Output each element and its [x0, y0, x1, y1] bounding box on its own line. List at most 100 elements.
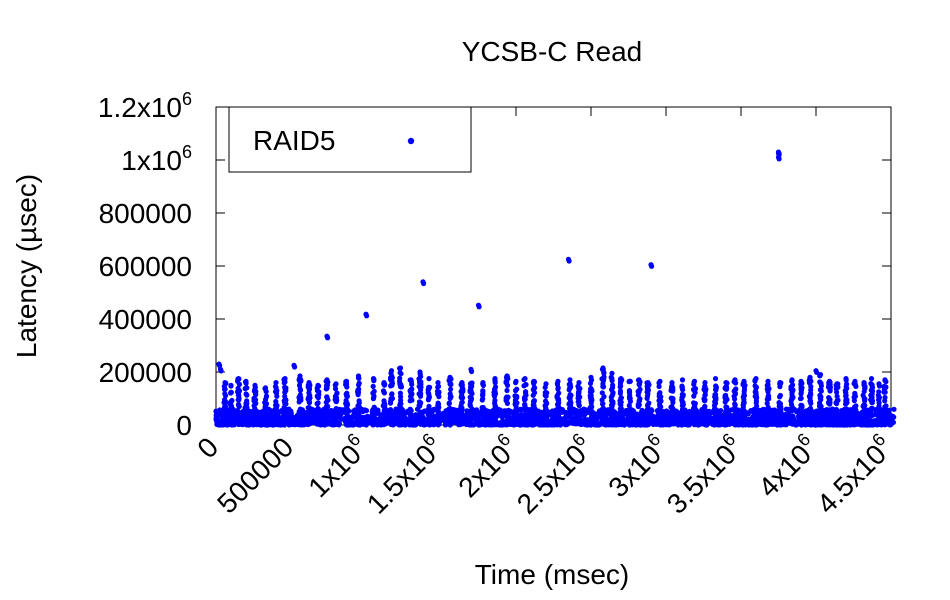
data-point [584, 422, 590, 428]
data-point [348, 414, 355, 420]
data-point [252, 387, 258, 393]
data-point [425, 387, 431, 393]
data-point [713, 394, 719, 401]
data-point [701, 396, 707, 402]
data-point [806, 393, 813, 399]
data-point [722, 393, 728, 399]
data-point [843, 376, 849, 382]
data-point [380, 416, 386, 422]
data-point [635, 401, 641, 407]
data-point [834, 411, 840, 418]
data-point [480, 421, 486, 427]
data-point [600, 365, 606, 371]
data-point [407, 406, 413, 412]
x-axis-label: Time (msec) [475, 559, 630, 590]
data-points-raid5 [213, 149, 897, 428]
data-point [454, 413, 461, 419]
data-point [523, 390, 529, 396]
data-point [263, 394, 270, 400]
data-point [252, 405, 258, 412]
data-point [577, 420, 583, 427]
data-point [272, 415, 279, 422]
data-point [435, 391, 442, 397]
data-point [416, 411, 423, 417]
data-point [539, 419, 545, 425]
data-point [523, 415, 529, 421]
data-point [599, 390, 605, 396]
data-point [882, 422, 888, 428]
data-point [409, 381, 415, 387]
data-point [842, 414, 849, 420]
y-tick-label: 800000 [99, 198, 192, 229]
data-point [760, 419, 766, 425]
data-point [649, 263, 655, 269]
data-point [675, 412, 681, 418]
data-point [752, 383, 758, 389]
data-point [712, 376, 719, 382]
data-point [555, 386, 561, 392]
data-point [446, 401, 452, 407]
data-point [856, 421, 863, 427]
data-point [754, 403, 760, 409]
data-point [555, 396, 562, 402]
data-point [298, 420, 304, 427]
data-point [397, 414, 403, 421]
x-tick-label: 2.5x106 [509, 429, 600, 520]
data-point [834, 398, 840, 404]
data-point [283, 385, 289, 391]
data-point [826, 416, 832, 422]
data-point [826, 407, 832, 413]
data-point [256, 422, 262, 428]
data-point [609, 411, 616, 417]
data-point [817, 372, 824, 378]
data-point [798, 402, 804, 408]
data-point [876, 389, 882, 395]
data-point [798, 384, 804, 390]
data-point [371, 388, 377, 394]
data-point [416, 403, 422, 409]
data-point [765, 409, 771, 415]
data-point [724, 404, 730, 410]
data-point [881, 386, 887, 392]
y-tick-label: 0 [176, 410, 192, 441]
data-point [360, 421, 366, 427]
data-point [842, 408, 849, 414]
data-point [232, 411, 238, 418]
data-point [315, 395, 321, 401]
y-axis: 0 200000 400000 600000 800000 1x106 1.2x106 [98, 89, 891, 441]
data-point [658, 412, 664, 418]
data-point [576, 403, 582, 409]
data-point [229, 397, 235, 404]
data-point [393, 406, 399, 412]
data-point [435, 380, 441, 386]
data-point [808, 408, 814, 415]
data-point [346, 421, 352, 427]
data-point [777, 401, 784, 407]
data-point [868, 422, 875, 428]
data-point [307, 392, 313, 398]
y-axis-label: Latency (µsec) [11, 174, 42, 358]
data-point [556, 404, 562, 410]
data-point [601, 374, 607, 380]
data-point [530, 392, 536, 398]
data-point [243, 391, 249, 397]
x-tick-label: 4x106 [750, 429, 824, 503]
data-point [835, 416, 841, 422]
data-point [306, 380, 312, 386]
y-tick-label: 600000 [99, 251, 192, 282]
data-point [480, 412, 486, 419]
data-point [807, 413, 813, 419]
data-point [370, 422, 376, 428]
data-point [338, 415, 344, 422]
data-point [657, 422, 663, 428]
data-point [332, 415, 338, 421]
data-point [476, 304, 482, 310]
data-point [712, 406, 719, 412]
data-point [344, 416, 351, 422]
data-point [599, 414, 605, 420]
data-point [262, 420, 268, 426]
data-point [513, 415, 519, 421]
data-point [862, 402, 868, 408]
data-point [740, 402, 746, 408]
data-point [668, 387, 674, 394]
